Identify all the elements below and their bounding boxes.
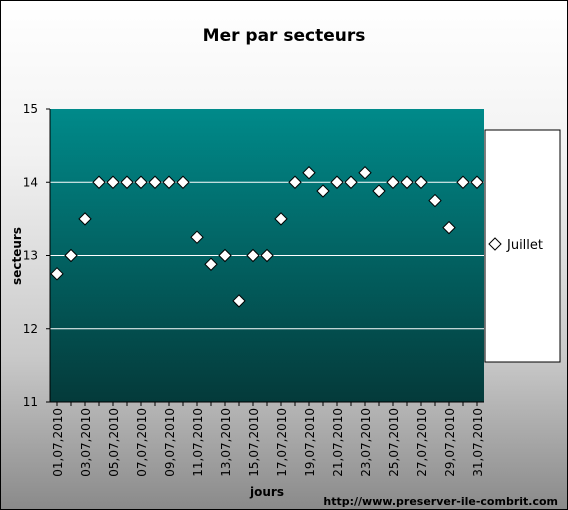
data-point xyxy=(134,175,148,189)
data-point xyxy=(358,166,372,180)
x-tick-label: 03,07,2010 xyxy=(79,408,93,477)
data-point xyxy=(260,248,274,263)
data-point xyxy=(78,212,92,226)
y-tick-label: 15 xyxy=(23,102,38,116)
x-tick-label: 31,07,2010 xyxy=(471,408,485,477)
x-tick-label: 13,07,2010 xyxy=(219,408,233,477)
data-series-juillet xyxy=(50,166,484,308)
x-tick-label: 05,07,2010 xyxy=(107,408,121,477)
x-tick-label: 07,07,2010 xyxy=(135,408,149,477)
x-axis-title: jours xyxy=(249,485,284,499)
data-point xyxy=(330,175,344,189)
x-tick-label: 27,07,2010 xyxy=(415,408,429,477)
data-point xyxy=(120,175,134,189)
data-point xyxy=(316,184,330,198)
x-tick-label: 29,07,2010 xyxy=(443,408,457,477)
x-tick-label: 23,07,2010 xyxy=(359,408,373,477)
data-point xyxy=(92,175,106,189)
y-axis-ticks: 11 12 13 14 15 xyxy=(23,102,50,409)
data-point xyxy=(386,175,400,189)
x-axis-ticks: 01,07,2010 03,07,2010 05,07,2010 07,07,2010… xyxy=(51,402,485,477)
data-point xyxy=(456,175,470,189)
data-point xyxy=(204,257,218,271)
y-tick-label: 13 xyxy=(23,249,38,263)
data-point xyxy=(288,175,302,189)
data-point xyxy=(190,230,204,244)
legend-label-juillet: Juillet xyxy=(506,238,543,253)
y-axis-title: secteurs xyxy=(10,227,24,285)
x-tick-label: 21,07,2010 xyxy=(331,408,345,477)
data-point xyxy=(428,193,442,208)
data-point xyxy=(400,175,414,189)
data-point xyxy=(344,175,358,189)
data-point xyxy=(50,267,64,281)
x-tick-label: 01,07,2010 xyxy=(51,408,65,477)
data-point xyxy=(274,212,288,226)
footer-url: http://www.preserver-ile-combrit.com xyxy=(323,495,558,508)
data-point xyxy=(162,175,176,189)
x-tick-label: 15,07,2010 xyxy=(247,408,261,477)
x-tick-label: 09,07,2010 xyxy=(163,408,177,477)
data-point xyxy=(372,184,386,198)
data-point xyxy=(246,248,260,263)
x-tick-label: 19,07,2010 xyxy=(303,408,317,477)
data-point xyxy=(106,175,120,189)
x-tick-label: 17,07,2010 xyxy=(275,408,289,477)
y-tick-label: 11 xyxy=(23,395,38,409)
data-point xyxy=(470,175,484,189)
data-point xyxy=(414,175,428,189)
x-tick-label: 11,07,2010 xyxy=(191,408,205,477)
x-tick-label: 25,07,2010 xyxy=(387,408,401,477)
chart-title: Mer par secteurs xyxy=(203,26,366,46)
data-point xyxy=(64,248,78,263)
data-point xyxy=(302,166,316,180)
data-point xyxy=(442,220,456,235)
data-point xyxy=(176,175,190,189)
y-tick-label: 14 xyxy=(23,175,38,189)
data-point xyxy=(232,294,246,308)
legend-diamond-marker xyxy=(488,237,502,251)
data-point xyxy=(218,248,232,263)
y-tick-label: 12 xyxy=(23,322,38,336)
data-point xyxy=(148,175,162,189)
